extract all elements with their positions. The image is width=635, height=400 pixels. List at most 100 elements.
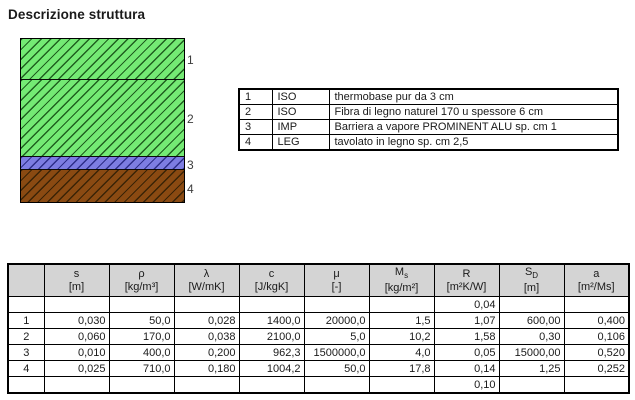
value-cell — [238, 376, 305, 394]
value-cell — [563, 376, 630, 394]
legend-code: ISO — [271, 88, 330, 105]
legend-description: Barriera a vapore PROMINENT ALU sp. cm 1 — [328, 119, 619, 135]
value-cell — [43, 296, 110, 314]
value-cell — [173, 296, 240, 314]
layer-number-cell: 2 — [7, 328, 45, 346]
material-layer-1 — [21, 39, 184, 79]
header-symbol: s — [73, 267, 80, 280]
value-cell — [108, 296, 175, 314]
value-cell: 600,00 — [498, 312, 565, 330]
value-cell — [368, 296, 435, 314]
header-unit: [m] — [523, 282, 540, 295]
value-cell: 1,58 — [433, 328, 500, 346]
column-header-M: Ms [kg/m²] — [368, 263, 435, 298]
value-cell: 0,106 — [563, 328, 630, 346]
value-cell: 0,010 — [43, 344, 110, 362]
header-symbol: R — [462, 267, 471, 280]
value-cell: 50,0 — [108, 312, 175, 330]
value-cell: 15000,00 — [498, 344, 565, 362]
properties-header-row: s [m] ρ [kg/m³] λ [W/mK] c [J/kgK] μ [-] Ms [kg/m²]… — [7, 263, 630, 298]
value-cell: 50,0 — [303, 360, 370, 378]
legend-code: LEG — [271, 134, 330, 151]
header-symbol: a — [593, 267, 600, 280]
layer-number-cell — [7, 296, 45, 314]
value-cell: 1,5 — [368, 312, 435, 330]
header-unit: [m²/Ms] — [577, 280, 615, 293]
material-layer-4 — [21, 169, 184, 202]
layer-number-cell — [7, 376, 45, 394]
table-row: 4 0,025 710,0 0,180 1004,2 50,0 17,8 0,14 1,25 0,… — [7, 360, 630, 378]
value-cell: 5,0 — [303, 328, 370, 346]
column-header-blank — [7, 263, 45, 298]
value-cell: 0,038 — [173, 328, 240, 346]
legend-code: ISO — [271, 104, 330, 120]
layer-label-1: 1 — [187, 53, 194, 67]
material-layer-2 — [21, 79, 184, 156]
value-cell: 2100,0 — [238, 328, 305, 346]
value-cell: 0,30 — [498, 328, 565, 346]
value-cell: 0,028 — [173, 312, 240, 330]
value-cell: 0,10 — [433, 376, 500, 394]
legend-code: IMP — [271, 119, 330, 135]
column-header-μ: μ [-] — [303, 263, 370, 298]
value-cell — [303, 296, 370, 314]
header-unit: [kg/m²] — [384, 282, 419, 295]
value-cell: 0,520 — [563, 344, 630, 362]
value-cell — [498, 376, 565, 394]
value-cell — [303, 376, 370, 394]
legend-description: thermobase pur da 3 cm — [328, 88, 619, 105]
legend-row: 3 IMP Barriera a vapore PROMINENT ALU sp. … — [238, 119, 619, 135]
value-cell: 0,180 — [173, 360, 240, 378]
value-cell: 1500000,0 — [303, 344, 370, 362]
table-row: 0,10 — [7, 376, 630, 394]
table-row: 1 0,030 50,0 0,028 1400,0 20000,0 1,5 1,07 600,0… — [7, 312, 630, 330]
value-cell — [563, 296, 630, 314]
legend-description: Fibra di legno naturel 170 u spessore 6 … — [328, 104, 619, 120]
header-symbol: SD — [524, 266, 539, 281]
header-unit: [-] — [331, 280, 342, 293]
value-cell: 400,0 — [108, 344, 175, 362]
value-cell: 10,2 — [368, 328, 435, 346]
value-cell: 4,0 — [368, 344, 435, 362]
value-cell — [43, 376, 110, 394]
legend-number: 2 — [238, 104, 273, 120]
legend-row: 4 LEG tavolato in legno sp. cm 2,5 — [238, 134, 619, 151]
layer-number-cell: 3 — [7, 344, 45, 362]
table-row: 0,04 — [7, 296, 630, 314]
layer-number-cell: 1 — [7, 312, 45, 330]
table-row: 2 0,060 170,0 0,038 2100,0 5,0 10,2 1,58 0,30 0,1… — [7, 328, 630, 346]
column-header-R: R [m²K/W] — [433, 263, 500, 298]
legend-number: 1 — [238, 88, 273, 105]
header-symbol: μ — [333, 267, 340, 280]
value-cell: 1,07 — [433, 312, 500, 330]
column-header-s: s [m] — [43, 263, 110, 298]
material-layer-3 — [21, 156, 184, 169]
value-cell — [238, 296, 305, 314]
value-cell: 0,200 — [173, 344, 240, 362]
column-header-S: SD [m] — [498, 263, 565, 298]
legend-description: tavolato in legno sp. cm 2,5 — [328, 134, 619, 151]
header-unit: [m²K/W] — [446, 280, 487, 293]
header-symbol: ρ — [138, 267, 145, 280]
value-cell — [108, 376, 175, 394]
value-cell: 1004,2 — [238, 360, 305, 378]
value-cell: 1,25 — [498, 360, 565, 378]
thermal-properties-table: s [m] ρ [kg/m³] λ [W/mK] c [J/kgK] μ [-] Ms [kg/m²]… — [7, 263, 630, 395]
value-cell: 0,025 — [43, 360, 110, 378]
legend-number: 3 — [238, 119, 273, 135]
value-cell: 962,3 — [238, 344, 305, 362]
value-cell: 20000,0 — [303, 312, 370, 330]
value-cell: 0,14 — [433, 360, 500, 378]
value-cell — [498, 296, 565, 314]
column-header-ρ: ρ [kg/m³] — [108, 263, 175, 298]
value-cell: 1400,0 — [238, 312, 305, 330]
legend-number: 4 — [238, 134, 273, 151]
value-cell: 0,030 — [43, 312, 110, 330]
value-cell: 0,252 — [563, 360, 630, 378]
header-unit: [W/mK] — [188, 280, 225, 293]
legend-row: 2 ISO Fibra di legno naturel 170 u spessor… — [238, 104, 619, 120]
header-unit: [J/kgK] — [254, 280, 289, 293]
value-cell: 0,400 — [563, 312, 630, 330]
value-cell — [368, 376, 435, 394]
